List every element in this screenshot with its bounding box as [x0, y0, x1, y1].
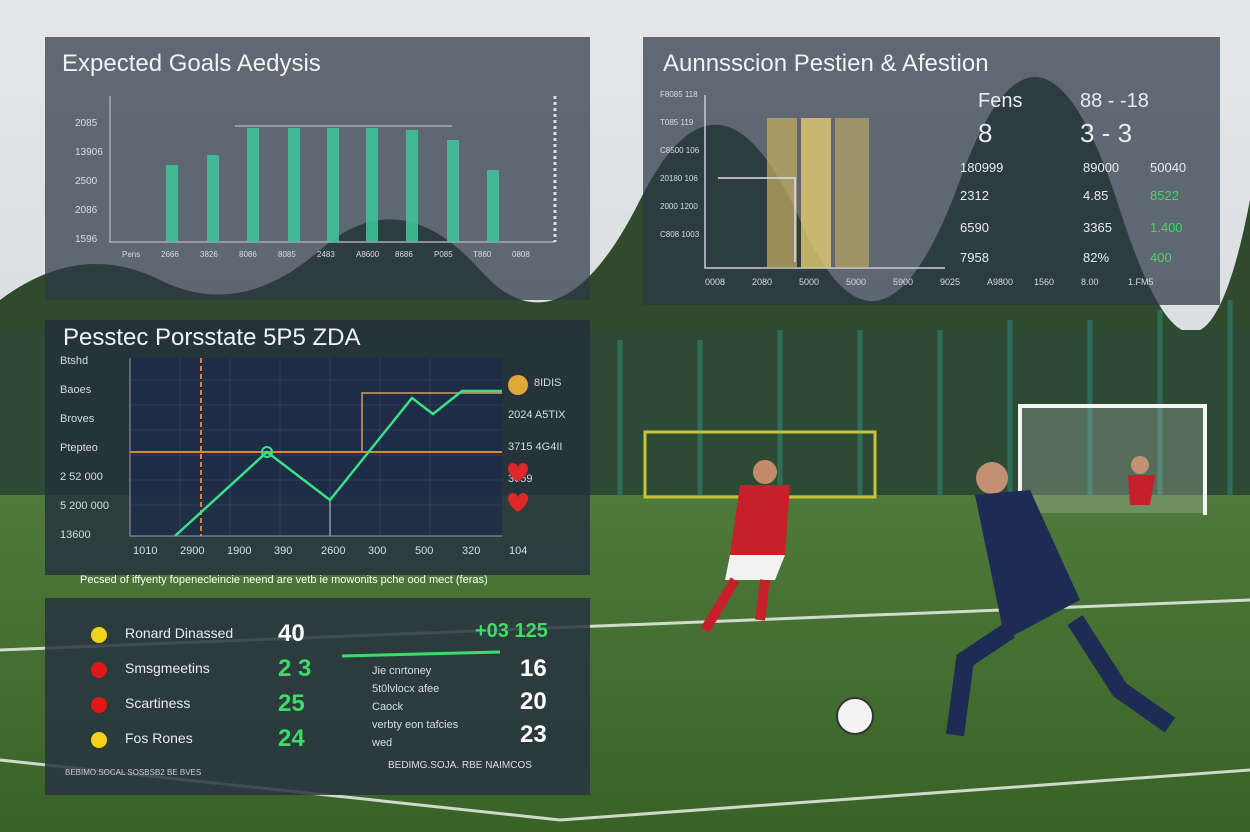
stat-cell: 4.85: [1083, 188, 1109, 203]
note-value: 23: [520, 721, 547, 748]
y-label: 2085: [75, 118, 98, 129]
left-label: Btshd: [60, 355, 89, 367]
x-label: 2600: [321, 545, 346, 557]
x-label: 320: [462, 545, 481, 557]
stat-cell: 3 - 3: [1080, 118, 1133, 148]
x-label: T860: [473, 250, 492, 259]
y-label: 2500: [75, 176, 98, 187]
left-label: 13600: [60, 529, 91, 541]
x-label: 5900: [893, 277, 914, 287]
left-label: Baoes: [60, 384, 92, 396]
y-label: C808 1003: [660, 230, 700, 239]
player-dot: [91, 697, 107, 713]
right-label: 3059: [508, 473, 533, 485]
x-label: 1900: [227, 545, 252, 557]
player-name: Scartiness: [125, 695, 191, 711]
right-label: 2024 A5TIX: [508, 409, 566, 421]
y-label: C8500 106: [660, 146, 700, 155]
x-label: 390: [274, 545, 293, 557]
x-label: 1.FM5: [1128, 277, 1154, 287]
x-label: 0008: [705, 277, 726, 287]
player-name: Smsgmeetins: [125, 660, 210, 676]
x-label: 500: [415, 545, 434, 557]
x-label: 8686: [395, 250, 413, 259]
left-label: Broves: [60, 413, 95, 425]
note: 5t0lvlocx afee: [372, 683, 440, 695]
right-label: 8IDIS: [534, 377, 562, 389]
y-label: 1596: [75, 234, 98, 245]
x-label: 2080: [752, 277, 773, 287]
player-dot: [91, 627, 107, 643]
x-label: 3826: [200, 250, 218, 259]
stat-cell: Fens: [978, 90, 1023, 112]
x-label: 8086: [239, 250, 257, 259]
left-label: Ptepteo: [60, 442, 98, 454]
note: Jie cnrtoney: [372, 665, 432, 677]
panel-title: Expected Goals Aedysis: [62, 50, 321, 77]
stat-cell: 50040: [1150, 160, 1187, 175]
y-label: 20180 106: [660, 174, 698, 183]
players-panel: [45, 598, 590, 795]
player-name: Ronard Dinassed: [125, 625, 234, 641]
stat-cell: 8: [978, 118, 993, 148]
x-label: P085: [434, 250, 453, 259]
panel-title: Aunnsscion Pestien & Afestion: [663, 50, 989, 77]
x-label: A9800: [987, 277, 1014, 287]
note: wed: [372, 737, 393, 749]
player-dot: [91, 732, 107, 748]
note: Caock: [372, 701, 404, 713]
note-value: 16: [520, 655, 547, 682]
x-label: 1560: [1034, 277, 1055, 287]
stat-cell: 7958: [960, 250, 989, 265]
left-label: 5 200 000: [60, 500, 109, 512]
stat-cell: 180999: [960, 160, 1004, 175]
caption: Pecsed of iffyenty fopenecleincie neend …: [80, 574, 488, 586]
footer-right: BEDIMG.SOJA. RBE NAIMCOS: [388, 760, 532, 771]
x-label: 104: [509, 545, 528, 557]
x-label: A8600: [356, 250, 380, 259]
x-label: 2666: [161, 250, 179, 259]
player-name: Fos Rones: [125, 730, 193, 746]
x-label: 9025: [940, 277, 961, 287]
y-label: 2086: [75, 205, 98, 216]
player-value: 2 3: [278, 655, 312, 682]
x-label: 300: [368, 545, 387, 557]
panel-title: Pesstec Porsstate 5P5 ZDA: [63, 324, 361, 351]
x-label: 0808: [512, 250, 530, 259]
stat-cell: 88 - -18: [1080, 90, 1149, 112]
note-value: 20: [520, 688, 547, 715]
left-label: 2 52 000: [60, 471, 103, 483]
y-label: F8085 118: [660, 90, 698, 99]
y-label: 2000 1200: [660, 202, 698, 211]
stat-cell: 1.400: [1150, 220, 1183, 235]
y-label: 13906: [75, 147, 103, 158]
player-value: 40: [278, 620, 305, 647]
x-label: 1010: [133, 545, 158, 557]
stat-cell: 82%: [1083, 250, 1110, 265]
x-label: 5000: [846, 277, 867, 287]
x-label: 8085: [278, 250, 296, 259]
stat-cell: 2312: [960, 188, 989, 203]
x-label: 2900: [180, 545, 205, 557]
stat-cell: 400: [1150, 250, 1172, 265]
stat-cell: 6590: [960, 220, 989, 235]
x-label: Pens: [122, 250, 141, 259]
x-label: 2483: [317, 250, 335, 259]
player-dot: [91, 662, 107, 678]
stat-cell: 8522: [1150, 188, 1179, 203]
y-label: T085 119: [660, 118, 694, 127]
footer-left: BEBIMO.SOCAL SOSBSB2 BE BVES: [65, 768, 202, 777]
right-label: 3715 4G4II: [508, 441, 563, 453]
stat-cell: 3365: [1083, 220, 1112, 235]
note: verbty eon tafcies: [372, 719, 459, 731]
stat-cell: 89000: [1083, 160, 1120, 175]
player-value: 25: [278, 690, 305, 717]
x-label: 8.00: [1081, 277, 1099, 287]
player-value: 24: [278, 725, 305, 752]
highlight: +03 125: [475, 620, 548, 642]
x-label: 5000: [799, 277, 820, 287]
